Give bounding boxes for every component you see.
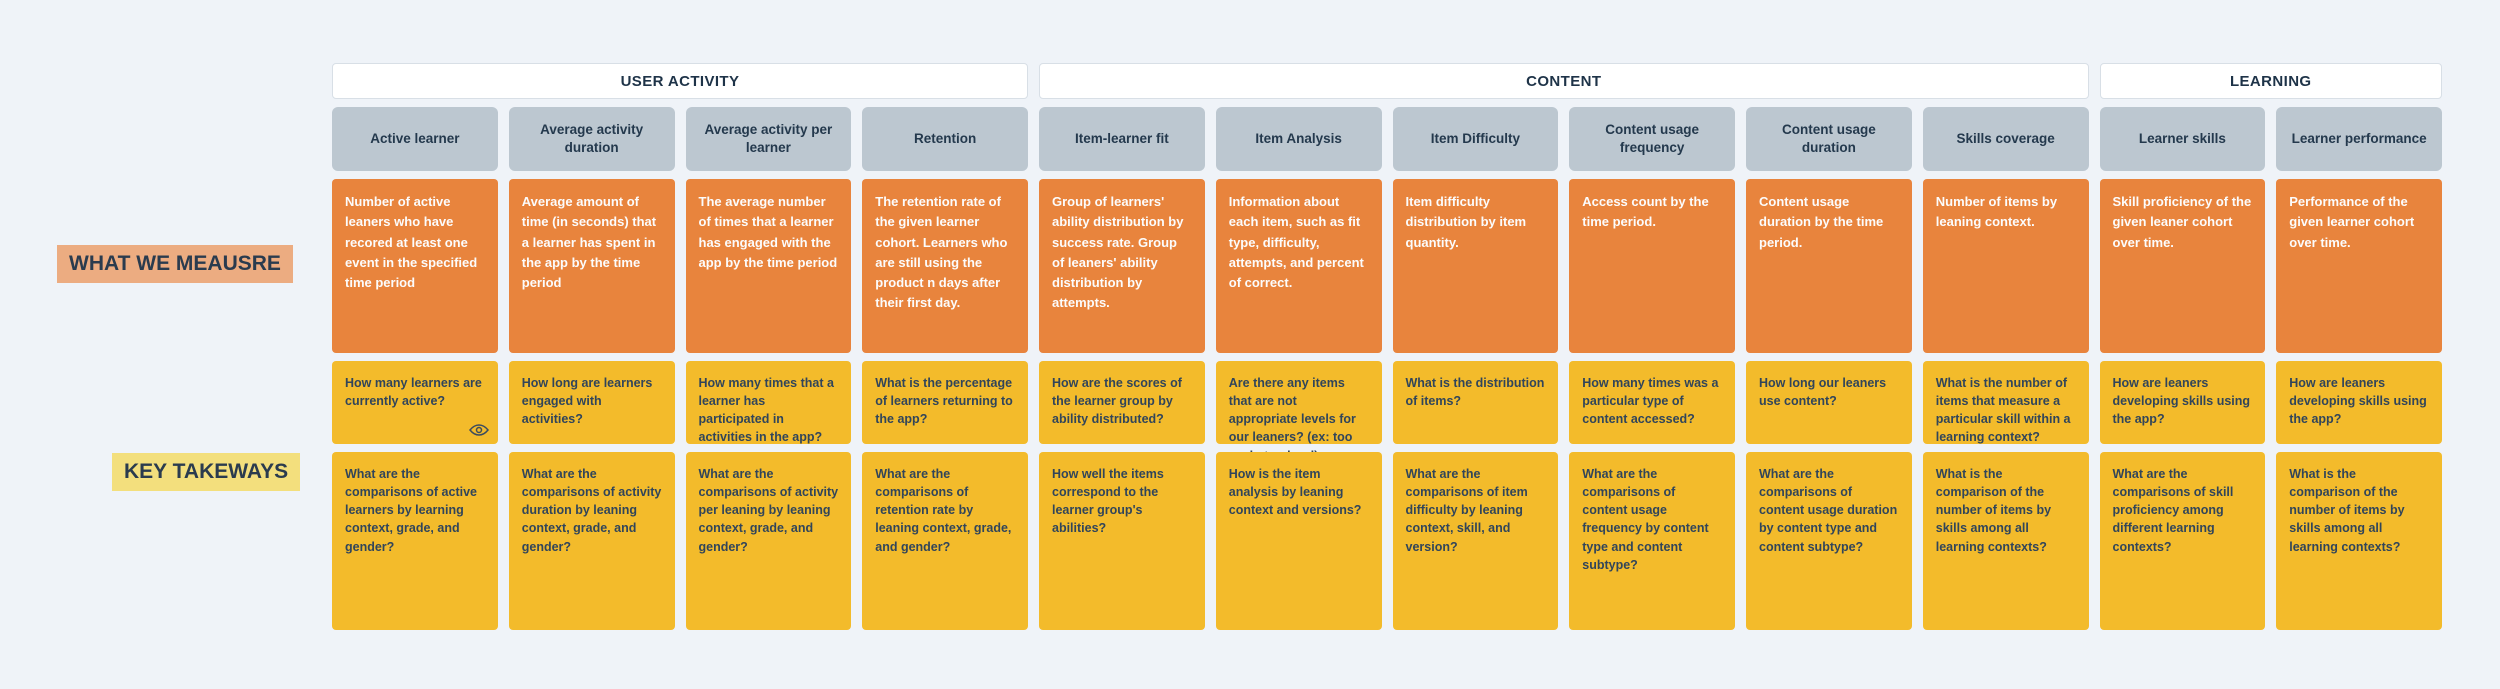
measure-note-text: Number of active leaners who have recore… [345, 194, 478, 291]
takeaway-note: What are the comparisons of activity per… [685, 452, 852, 630]
measure-note-text: Skill proficiency of the given leaner co… [2112, 194, 2252, 250]
measure-note: Number of active leaners who have recore… [332, 179, 498, 353]
measure-note-text: Content usage duration by the time perio… [1759, 194, 1884, 250]
measure-note-text: Access count by the time period. [1582, 194, 1709, 230]
takeaway-note-text: What are the comparisons of content usag… [1759, 467, 1898, 554]
question-note-text: How many learners are currently active? [345, 376, 482, 409]
question-note-text: How long our leaners use content? [1759, 376, 1887, 409]
group-header-content: CONTENT [1039, 63, 2089, 99]
takeaway-note-text: What are the comparisons of active learn… [345, 467, 477, 554]
takeaway-note: How well the items correspond to the lea… [1039, 452, 1205, 630]
takeaway-note: What is the comparison of the number of … [2276, 452, 2442, 630]
takeaway-note: What are the comparisons of content usag… [1746, 452, 1912, 630]
measure-note: The average number of times that a learn… [685, 179, 852, 353]
measure-note: Access count by the time period. [1569, 179, 1735, 353]
measure-note: Item difficulty distribution by item qua… [1392, 179, 1559, 353]
takeaway-note-text: What are the comparisons of item difficu… [1405, 467, 1528, 554]
takeaway-note-text: How is the item analysis by leaning cont… [1228, 467, 1362, 518]
column-header-learner-skills: Learner skills [2099, 107, 2266, 171]
measure-note: Average amount of time (in seconds) that… [508, 179, 675, 353]
question-note: How many times was a particular type of … [1569, 361, 1735, 444]
question-note: How are the scores of the learner group … [1039, 361, 1205, 444]
column-header-skills-coverage: Skills coverage [1922, 107, 2089, 171]
measure-note: Number of items by leaning context. [1922, 179, 2089, 353]
measure-note-text: Group of learners' ability distribution … [1052, 194, 1184, 311]
column-header-content-usage-duration: Content usage duration [1746, 107, 1912, 171]
question-note-text: What is the percentage of learners retur… [875, 376, 1013, 427]
measure-note: The retention rate of the given learner … [862, 179, 1028, 353]
question-note-text: How many times was a particular type of … [1582, 376, 1719, 427]
question-note: How long our leaners use content? [1746, 361, 1912, 444]
column-header-average-activity-per-learner: Average activity per learner [685, 107, 852, 171]
row-label-what-we-measure: WHAT WE MEAUSRE [57, 245, 293, 283]
group-header-learning: LEARNING [2099, 63, 2442, 99]
takeaway-note-text: What are the comparisons of activity per… [698, 467, 839, 554]
question-note-text: How are leaners developing skills using … [2112, 376, 2251, 427]
question-note: How are leaners developing skills using … [2276, 361, 2442, 444]
question-note-text: How are leaners developing skills using … [2289, 376, 2427, 427]
measure-note-text: Number of items by leaning context. [1935, 194, 2058, 230]
column-header-learner-performance: Learner performance [2276, 107, 2442, 171]
takeaway-note-text: What is the comparison of the number of … [2289, 467, 2405, 554]
question-note-text: What is the distribution of items? [1405, 376, 1545, 409]
takeaway-note: How is the item analysis by leaning cont… [1215, 452, 1382, 630]
question-note-text: What is the number of items that measure… [1935, 376, 2071, 445]
column-header-average-activity-duration: Average activity duration [508, 107, 675, 171]
takeaway-note: What are the comparisons of skill profic… [2099, 452, 2266, 630]
takeaway-note: What is the comparison of the number of … [1922, 452, 2089, 630]
column-header-active-learner: Active learner [332, 107, 498, 171]
takeaway-note: What are the comparisons of retention ra… [862, 452, 1028, 630]
question-note-text: Are there any items that are not appropr… [1228, 376, 1356, 463]
takeaway-note-text: What are the comparisons of retention ra… [875, 467, 1012, 554]
question-note: What is the percentage of learners retur… [862, 361, 1028, 444]
eye-icon [468, 423, 489, 437]
question-note-text: How are the scores of the learner group … [1052, 376, 1182, 427]
group-header-user-activity: USER ACTIVITY [332, 63, 1028, 99]
measure-note: Group of learners' ability distribution … [1039, 179, 1205, 353]
measure-note-text: Average amount of time (in seconds) that… [521, 194, 657, 291]
measure-note-text: Information about each item, such as fit… [1228, 194, 1364, 291]
question-note: Are there any items that are not appropr… [1215, 361, 1382, 463]
measure-note: Performance of the given learner cohort … [2276, 179, 2442, 353]
takeaway-note-text: What are the comparisons of skill profic… [2112, 467, 2234, 554]
takeaway-note: What are the comparisons of active learn… [332, 452, 498, 630]
takeaway-note: What are the comparisons of content usag… [1569, 452, 1735, 630]
takeaway-note: What are the comparisons of activity dur… [508, 452, 675, 630]
measure-note-text: The average number of times that a learn… [698, 194, 838, 270]
column-header-item-difficulty: Item Difficulty [1392, 107, 1559, 171]
measure-note-text: Item difficulty distribution by item qua… [1405, 194, 1527, 250]
takeaway-note-text: What are the comparisons of content usag… [1582, 467, 1709, 572]
column-header-item-learner-fit: Item-learner fit [1039, 107, 1205, 171]
question-note: What is the distribution of items? [1392, 361, 1559, 444]
takeaway-note: What are the comparisons of item difficu… [1392, 452, 1559, 630]
row-label-key-takeaways: KEY TAKEWAYS [112, 453, 301, 491]
takeaway-note-text: What is the comparison of the number of … [1935, 467, 2052, 554]
column-header-retention: Retention [862, 107, 1028, 171]
question-note: How many learners are currently active? [332, 361, 498, 444]
question-note-text: How long are learners engaged with activ… [521, 376, 653, 427]
measure-note-text: The retention rate of the given learner … [875, 194, 1008, 311]
question-note: How long are learners engaged with activ… [508, 361, 675, 444]
takeaway-note-text: What are the comparisons of activity dur… [521, 467, 662, 554]
column-header-content-usage-frequency: Content usage frequency [1569, 107, 1735, 171]
measure-note: Content usage duration by the time perio… [1746, 179, 1912, 353]
measure-note: Information about each item, such as fit… [1215, 179, 1382, 353]
measure-note-text: Performance of the given learner cohort … [2289, 194, 2415, 250]
matrix-grid: USER ACTIVITY CONTENT LEARNING Active le… [332, 63, 2442, 630]
measure-note: Skill proficiency of the given leaner co… [2099, 179, 2266, 353]
question-note: What is the number of items that measure… [1922, 361, 2089, 445]
question-note: How many times that a learner has partic… [685, 361, 852, 445]
column-header-item-analysis: Item Analysis [1215, 107, 1382, 171]
question-note: How are leaners developing skills using … [2099, 361, 2266, 444]
question-note-text: How many times that a learner has partic… [698, 376, 834, 445]
takeaway-note-text: How well the items correspond to the lea… [1052, 467, 1164, 536]
